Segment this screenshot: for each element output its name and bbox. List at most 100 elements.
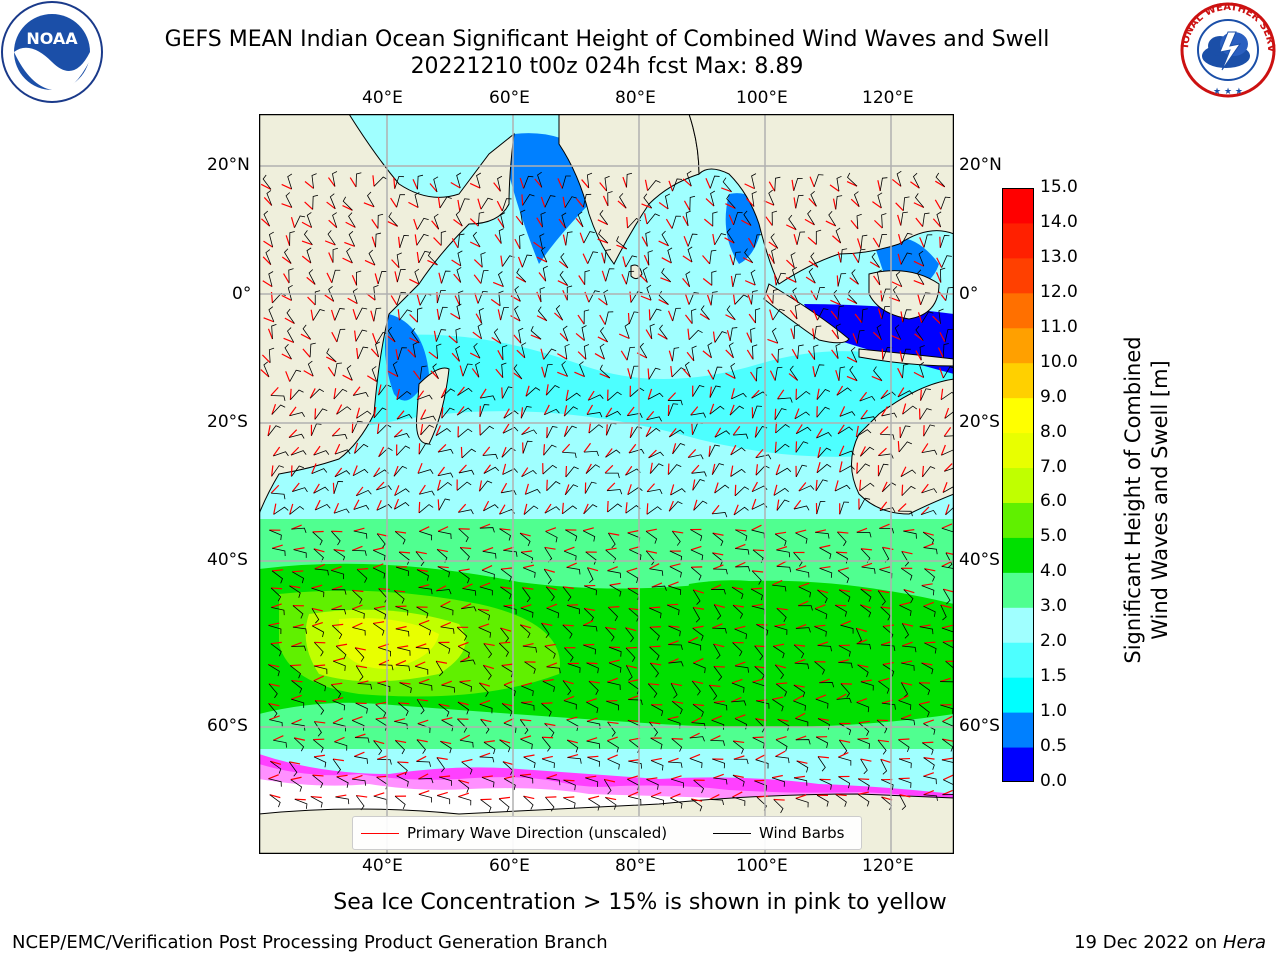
wave-direction-arrow — [607, 736, 618, 742]
wave-direction-arrow — [776, 607, 788, 611]
wind-barb — [815, 479, 828, 492]
wave-direction-arrow — [409, 278, 420, 285]
wind-barb — [497, 271, 504, 287]
wave-direction-arrow — [436, 585, 447, 592]
wave-direction-arrow — [416, 755, 427, 762]
wave-direction-arrow — [627, 791, 639, 797]
wind-barb — [686, 170, 692, 187]
wave-direction-arrow — [705, 178, 711, 189]
colorbar-label: Significant Height of Combined Wind Wave… — [1120, 280, 1180, 720]
wind-barb — [921, 662, 934, 675]
wave-direction-arrow — [545, 527, 557, 533]
wind-barb — [294, 798, 308, 809]
wind-barb — [735, 548, 750, 555]
wind-barb — [643, 193, 653, 209]
wind-barb — [859, 482, 875, 492]
wind-barb — [691, 345, 697, 361]
wind-barb — [437, 566, 450, 578]
wave-direction-arrow — [407, 349, 416, 358]
wave-direction-arrow — [414, 661, 426, 667]
wave-direction-arrow — [917, 312, 923, 324]
wind-barb — [313, 756, 327, 768]
wave-direction-arrow — [515, 276, 527, 283]
wave-direction-arrow — [605, 796, 617, 801]
wind-barb — [565, 231, 573, 246]
graticule — [259, 114, 954, 854]
colorbar-swatch — [1002, 467, 1034, 503]
wave-direction-arrow — [498, 796, 511, 800]
wave-direction-arrow — [311, 584, 323, 589]
wind-barb — [373, 549, 386, 561]
wave-direction-arrow — [628, 607, 640, 611]
wave-direction-arrow — [393, 498, 400, 510]
wave-direction-arrow — [752, 678, 764, 683]
wave-direction-arrow — [461, 758, 473, 763]
wave-direction-arrow — [628, 695, 639, 701]
wave-direction-arrow — [817, 589, 829, 594]
wind-barb — [688, 292, 700, 305]
chart-title: GEFS MEAN Indian Ocean Significant Heigh… — [164, 27, 1050, 52]
wind-barb — [607, 503, 622, 513]
wind-barb — [290, 450, 307, 456]
wave-direction-arrow — [746, 349, 754, 360]
wind-barb — [418, 250, 430, 264]
wind-barb — [588, 394, 604, 401]
wind-barb — [288, 761, 298, 777]
wind-barb — [477, 211, 485, 227]
wave-direction-arrow — [563, 425, 569, 437]
wind-barb — [919, 362, 925, 378]
wind-barb — [817, 645, 832, 652]
wind-barb — [313, 450, 330, 456]
wave-direction-arrow — [687, 636, 699, 643]
wind-barb — [940, 196, 951, 210]
wave-direction-arrow — [682, 368, 691, 378]
wave-direction-arrow — [920, 506, 930, 516]
wind-barb — [482, 550, 497, 559]
wind-barb — [270, 760, 282, 774]
wave-direction-arrow — [839, 406, 846, 417]
wave-direction-arrow — [438, 703, 450, 707]
wind-barb — [271, 607, 285, 616]
wave-direction-arrow — [582, 527, 594, 532]
sea-ice-caption: Sea Ice Concentration > 15% is shown in … — [333, 890, 947, 915]
wave-direction-arrow — [513, 334, 522, 344]
wind-barb — [271, 465, 284, 477]
wave-direction-arrow — [574, 371, 585, 378]
wave-direction-arrow — [836, 275, 839, 287]
wind-barb — [334, 362, 342, 377]
wave-direction-arrow — [772, 696, 784, 700]
wave-direction-arrow — [377, 533, 389, 537]
wind-barb — [436, 757, 445, 773]
wind-barb — [667, 604, 680, 616]
wave-direction-arrow — [563, 546, 575, 552]
wave-direction-arrow — [832, 235, 842, 244]
wave-direction-arrow — [541, 702, 553, 705]
wave-direction-arrow — [725, 203, 736, 209]
wind-barb — [544, 408, 560, 416]
wind-barb — [289, 585, 301, 598]
wind-barb — [289, 231, 295, 246]
wind-barb — [503, 549, 518, 557]
wind-barb — [692, 607, 701, 623]
wind-barb — [311, 587, 325, 598]
wave-direction-arrow — [831, 329, 839, 340]
wind-barb — [693, 662, 706, 674]
wave-direction-arrow — [877, 308, 883, 320]
wave-direction-arrow — [522, 642, 534, 647]
wind-barb — [604, 311, 614, 325]
wind-barb — [858, 248, 866, 263]
wind-barb — [376, 485, 392, 491]
wind-barb — [312, 194, 319, 210]
wave-direction-arrow — [616, 244, 627, 250]
wave-direction-arrow — [626, 664, 638, 669]
wave-direction-arrow — [304, 201, 314, 210]
wave-direction-arrow — [921, 443, 929, 453]
wave-direction-arrow — [577, 351, 587, 360]
wind-barb — [585, 777, 599, 787]
wind-barb — [438, 642, 451, 654]
wave-direction-arrow — [598, 297, 608, 306]
colorbar-swatch — [1002, 188, 1034, 224]
wave-direction-arrow — [396, 771, 408, 777]
wind-barb — [354, 756, 368, 764]
wave-direction-arrow — [617, 200, 627, 209]
